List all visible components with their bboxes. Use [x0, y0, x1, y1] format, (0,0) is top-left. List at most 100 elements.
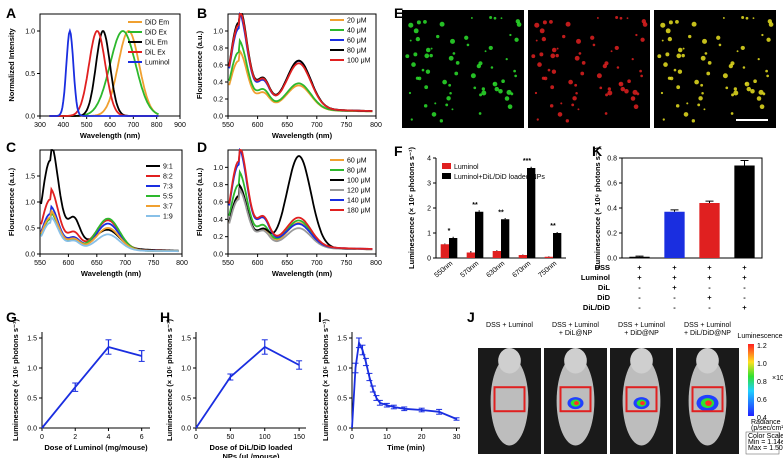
panel-j-group-label: DSS + Luminol: [552, 322, 599, 329]
micrograph-dot: [718, 43, 722, 47]
micrograph-dot: [539, 52, 544, 57]
micrograph-dot: [694, 79, 699, 85]
micrograph-dot: [470, 73, 476, 79]
micrograph-dot: [424, 85, 429, 90]
panel-k-row-label: Luminol: [581, 273, 610, 282]
panel-b: 550 600 650 700 750 800 0.0 0.2 0.4 0.6 0.8 1.0 Wave…: [195, 11, 382, 140]
micrograph-dot: [620, 86, 626, 92]
micrograph-dot: [630, 96, 636, 101]
panel-c-legend-label: 8:2: [163, 174, 173, 181]
panel-k-ytick-label: 0.0: [607, 256, 617, 263]
micrograph-dot: [677, 47, 683, 53]
micrograph-dot: [746, 86, 752, 92]
micrograph-dot: [515, 19, 521, 24]
panel-k-mark: -: [638, 293, 641, 302]
panel-d-legend-label: 100 μM: [347, 178, 371, 185]
micrograph-dot: [660, 22, 666, 28]
micrograph-dot: [707, 61, 712, 65]
micrograph-dot: [668, 20, 673, 25]
panel-b-legend-label: 60 μM: [347, 38, 367, 45]
panel-a-legend-label: DiL Ex: [145, 50, 166, 57]
panel-f-significance: **: [498, 209, 504, 216]
panel-k-mark: -: [638, 283, 641, 292]
micrograph-dot: [541, 36, 547, 42]
signal-core: [640, 401, 645, 406]
panel-a: 300 400 500 600 700 800 900 0.0 0.5 1.0 Wavelength…: [7, 13, 186, 140]
panel-k-mark: +: [637, 273, 642, 282]
panel-k-bar: [734, 165, 755, 258]
panel-c-xlabel: Wavelength (nm): [81, 269, 142, 278]
panel-c-ytick-label: 0.0: [25, 252, 35, 259]
panel-f-ylabel: Luminescence (× 10⁵ photons s⁻¹): [407, 147, 416, 269]
panel-d-legend-label: 180 μM: [347, 208, 371, 215]
panel-c-legend-label: 1:9: [163, 214, 173, 221]
micrograph-dot: [669, 76, 674, 81]
panel-i-xtick-label: 20: [418, 434, 426, 441]
panel-d-xtick-label: 550: [222, 260, 234, 267]
panel-b-xtick-label: 750: [341, 122, 353, 129]
micrograph-dot: [424, 53, 430, 59]
roi-box: [493, 386, 526, 413]
panel-f-ytick-label: 1: [427, 231, 431, 238]
micrograph-dot: [750, 88, 755, 94]
micrograph-dot: [574, 83, 578, 87]
micrograph-dot: [478, 112, 482, 115]
micrograph-label: DiD: [583, 19, 595, 26]
panel-d-xtick-label: 700: [311, 260, 323, 267]
scale-box-text: Max = 1.50e5: [748, 445, 783, 452]
panel-c-xtick-label: 550: [34, 260, 46, 267]
panel-label-K: K: [592, 143, 602, 159]
micrograph-dot: [549, 104, 554, 108]
panel-g-ylabel: Luminescence (× 10⁵ photons s⁻¹): [11, 319, 20, 441]
panel-g-series-line: [41, 345, 142, 429]
micrograph-dot: [556, 47, 559, 50]
panel-d-xlabel: Wavelength (nm): [272, 269, 333, 278]
panel-d-ytick-label: 0.0: [213, 252, 223, 259]
panel-i-ytick-label: 1.5: [337, 336, 347, 343]
panel-a-xtick-label: 900: [174, 122, 186, 129]
panel-b-legend-label: 100 μM: [347, 58, 371, 65]
panel-label-A: A: [6, 5, 16, 21]
micrograph-dot: [542, 20, 547, 25]
micrograph-dot: [537, 62, 542, 67]
micrograph-dot: [700, 83, 704, 87]
panel-f-legend-swatch: [442, 163, 451, 169]
signal-core: [705, 400, 712, 406]
micrograph-dot: [676, 53, 682, 59]
panel-b-legend-label: 80 μM: [347, 48, 367, 55]
panel-d-xtick-label: 600: [252, 260, 264, 267]
panel-k-mark: +: [672, 263, 677, 272]
micrograph-dot: [551, 47, 557, 53]
panel-g-ytick-label: 0.0: [27, 426, 37, 433]
panel-a-xlabel: Wavelength (nm): [80, 131, 141, 140]
micrograph-dot: [766, 74, 769, 78]
panel-i-series-line: [351, 339, 457, 429]
micrograph-dot: [691, 119, 696, 123]
panel-b-xtick-label: 650: [281, 122, 293, 129]
micrograph-dot: [767, 19, 773, 24]
micrograph-dot: [408, 91, 412, 95]
micrograph-dot: [592, 43, 596, 47]
panel-k: 0.0 0.2 0.4 0.6 0.8 Luminescence (× 10⁶ photo…: [581, 147, 763, 312]
micrograph-dot: [752, 17, 755, 20]
micrograph-dot: [534, 22, 540, 28]
panel-a-xtick-label: 700: [127, 122, 139, 129]
panel-c-xtick-label: 700: [119, 260, 131, 267]
micrograph-dot: [413, 52, 418, 57]
panel-k-mark: +: [742, 273, 747, 282]
micrograph-dot: [665, 28, 671, 34]
micrograph-dot: [581, 61, 586, 65]
panel-d-ytick-label: 0.4: [213, 217, 223, 224]
panel-f-significance: ***: [523, 158, 531, 165]
colorbar-unit: ×10⁵: [772, 375, 783, 382]
micrograph-dot: [633, 104, 639, 110]
colorbar-title: Luminescence: [737, 333, 782, 340]
micrograph-dot: [514, 37, 519, 42]
panel-label-F: F: [394, 143, 403, 159]
micrograph-dot: [550, 85, 555, 90]
signal-core: [574, 401, 579, 406]
panel-c-xtick-label: 600: [63, 260, 75, 267]
panel-a-ytick-label: 0.5: [25, 71, 35, 78]
micrograph-dot: [596, 73, 602, 79]
panel-h-xlabel: Dose of DiL/DiD loaded: [210, 443, 293, 452]
